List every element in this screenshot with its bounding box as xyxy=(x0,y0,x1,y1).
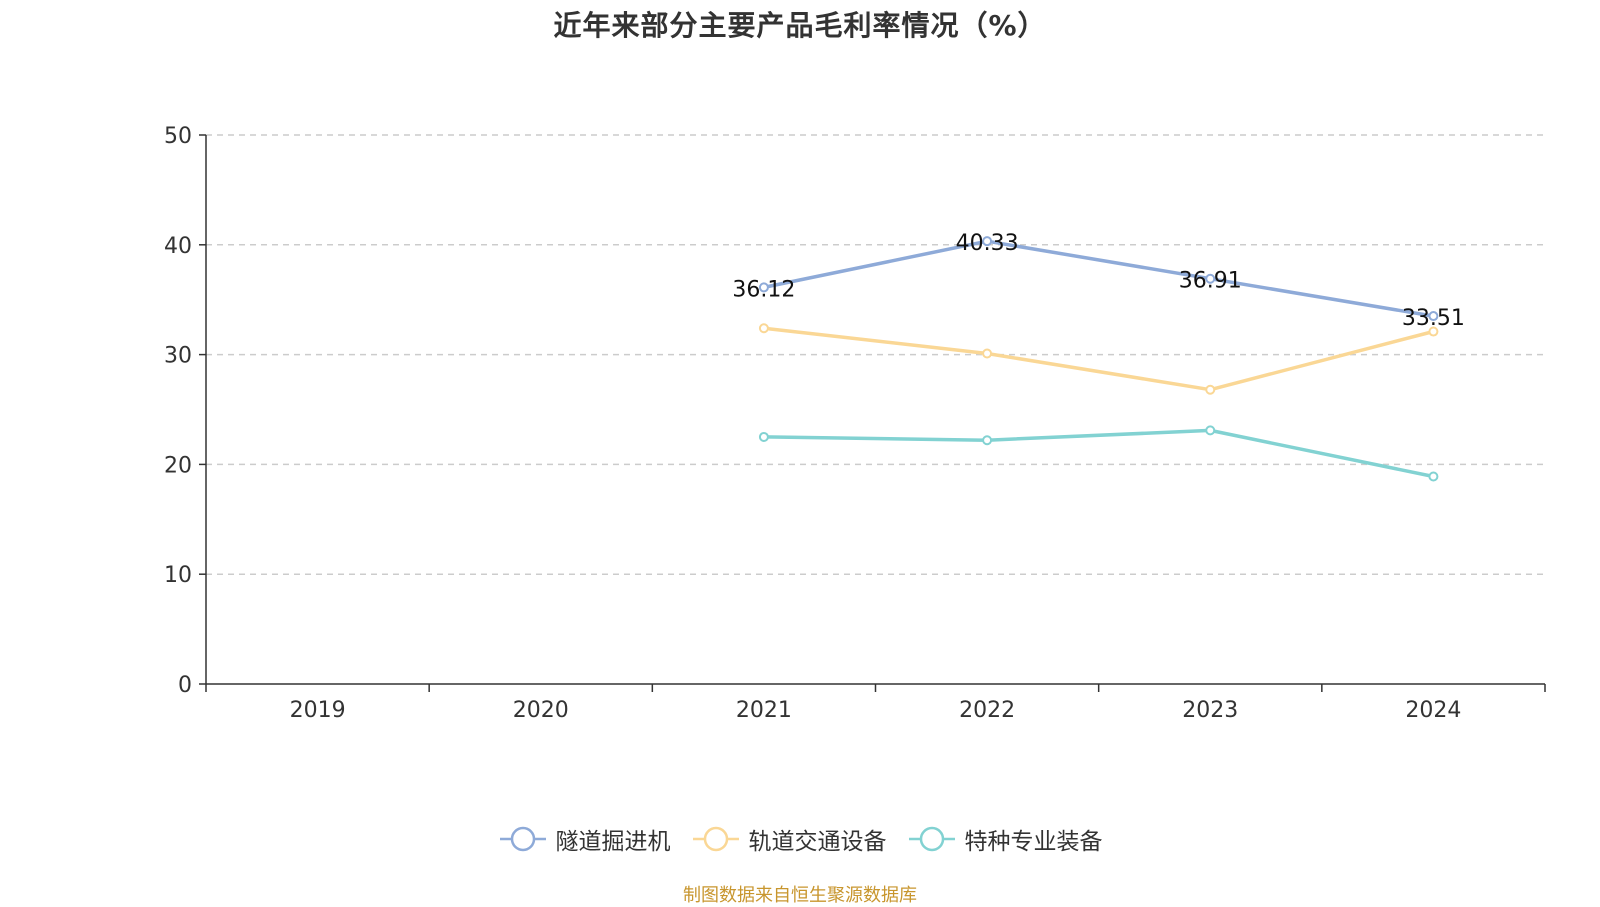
legend-item-1[interactable]: 轨道交通设备 xyxy=(691,822,887,856)
data-point xyxy=(758,323,769,334)
data-point xyxy=(758,282,769,293)
series-line-1 xyxy=(763,326,1434,392)
y-tick-label: 50 xyxy=(164,124,192,149)
series-line-2 xyxy=(763,428,1434,479)
legend: 隧道掘进机 轨道交通设备 特种专业装备 xyxy=(0,822,1600,856)
legend-swatch-icon xyxy=(692,826,739,852)
legend-label: 特种专业装备 xyxy=(964,829,1103,855)
data-label: 36.12 xyxy=(732,277,795,302)
data-label: 36.91 xyxy=(1179,269,1242,294)
x-tick-label: 2019 xyxy=(290,698,346,723)
y-tick-label: 0 xyxy=(178,673,192,698)
legend-item-0[interactable]: 隧道掘进机 xyxy=(498,822,671,856)
source-note: 制图数据来自恒生聚源数据库 xyxy=(683,885,917,906)
data-point xyxy=(1205,273,1216,284)
data-point xyxy=(1428,471,1439,482)
data-label: 40.33 xyxy=(956,231,1019,256)
data-point xyxy=(982,348,993,359)
data-label: 33.51 xyxy=(1402,306,1465,331)
data-point xyxy=(982,236,993,247)
y-tick-label: 20 xyxy=(164,453,192,478)
x-tick-label: 2022 xyxy=(959,698,1015,723)
data-point xyxy=(1428,326,1439,337)
x-tick-label: 2024 xyxy=(1405,698,1461,723)
x-tick-label: 2020 xyxy=(513,698,569,723)
series-layer xyxy=(758,236,1439,482)
legend-item-2[interactable]: 特种专业装备 xyxy=(907,822,1103,856)
data-point xyxy=(1205,425,1216,436)
data-point xyxy=(982,435,993,446)
x-tick-label: 2023 xyxy=(1182,698,1238,723)
x-tick-label: 2021 xyxy=(736,698,792,723)
legend-label: 轨道交通设备 xyxy=(748,829,887,855)
legend-swatch-icon xyxy=(908,826,955,852)
axis-layer: 0 10 20 30 40 50 2019 2020 2021 2022 2023 2024 xyxy=(164,124,1546,723)
data-point xyxy=(1428,311,1439,322)
grid-layer xyxy=(206,134,1545,575)
y-tick-label: 30 xyxy=(164,344,192,369)
legend-label: 隧道掘进机 xyxy=(555,829,671,855)
series-line-0 xyxy=(763,239,1434,318)
data-point xyxy=(758,431,769,442)
legend-swatch-icon xyxy=(499,826,546,852)
label-layer: 36.12 40.33 36.91 33.51 xyxy=(732,231,1464,331)
data-point xyxy=(1205,384,1216,395)
chart-title: 近年来部分主要产品毛利率情况（%） xyxy=(553,9,1047,42)
y-tick-label: 40 xyxy=(164,234,192,259)
y-tick-label: 10 xyxy=(164,563,192,588)
